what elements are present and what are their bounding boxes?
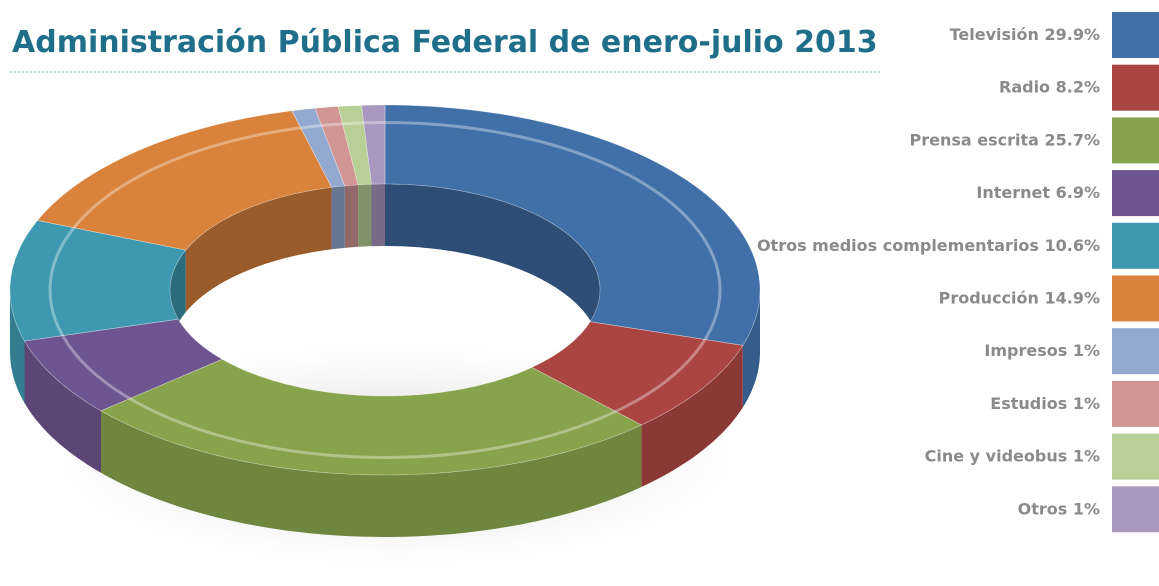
legend-swatch xyxy=(1112,486,1159,533)
legend-name: Radio xyxy=(999,77,1050,96)
outer-wall xyxy=(24,341,101,473)
outer-wall xyxy=(641,345,743,487)
legend-name: Estudios xyxy=(990,393,1067,412)
legend-name: Otros xyxy=(1018,499,1068,518)
inner-wall xyxy=(331,185,345,250)
inner-wall xyxy=(185,187,332,313)
legend-value: 8.2% xyxy=(1056,77,1100,96)
legend-label: Prensa escrita 25.7% xyxy=(909,130,1100,149)
outer-wall xyxy=(10,290,25,403)
legend-value: 29.9% xyxy=(1044,25,1100,44)
legend-label: Televisión 29.9% xyxy=(950,25,1100,44)
inner-wall xyxy=(385,184,600,352)
outer-wall xyxy=(101,410,642,537)
outer-wall xyxy=(742,290,760,408)
legend-label: Estudios 1% xyxy=(990,393,1100,412)
legend-swatch xyxy=(1112,12,1159,58)
legend-swatch xyxy=(1112,64,1159,111)
legend-label: Cine y videobus 1% xyxy=(925,446,1100,465)
donut-slice xyxy=(361,104,386,185)
highlight-ring xyxy=(48,121,722,459)
legend-swatch xyxy=(1112,433,1159,480)
legend-value: 1% xyxy=(1073,499,1100,518)
chart-title: Administración Pública Federal de enero-… xyxy=(12,25,878,60)
inner-wall xyxy=(358,184,372,247)
legend-label: Impresos 1% xyxy=(984,341,1100,360)
legend-label: Radio 8.2% xyxy=(999,77,1100,96)
legend-name: Internet xyxy=(976,183,1050,202)
legend-swatch xyxy=(1112,117,1159,164)
legend-value: 14.9% xyxy=(1044,288,1100,307)
legend-swatch xyxy=(1112,328,1159,375)
legend-name: Otros medios complementarios xyxy=(757,235,1039,254)
legend-name: Televisión xyxy=(950,25,1039,44)
legend-name: Cine y videobus xyxy=(925,446,1068,465)
legend-swatch xyxy=(1112,380,1159,427)
legend-name: Impresos xyxy=(984,341,1067,360)
legend-value: 1% xyxy=(1073,341,1100,360)
legend-label: Producción 14.9% xyxy=(939,288,1100,307)
legend-swatch xyxy=(1112,275,1159,322)
legend-label: Otros 1% xyxy=(1018,499,1100,518)
legend-value: 6.9% xyxy=(1056,183,1100,202)
legend-label: Otros medios complementarios 10.6% xyxy=(757,235,1100,254)
legend-name: Prensa escrita xyxy=(909,130,1038,149)
legend-value: 25.7% xyxy=(1044,130,1100,149)
inner-wall xyxy=(344,184,359,248)
legend-value: 1% xyxy=(1073,446,1100,465)
legend-name: Producción xyxy=(939,288,1039,307)
legend-value: 10.6% xyxy=(1044,235,1100,254)
legend-swatch xyxy=(1112,170,1159,217)
legend-swatch xyxy=(1112,222,1159,269)
legend-label: Internet 6.9% xyxy=(976,183,1100,202)
legend-value: 1% xyxy=(1073,393,1100,412)
inner-wall xyxy=(371,184,385,247)
